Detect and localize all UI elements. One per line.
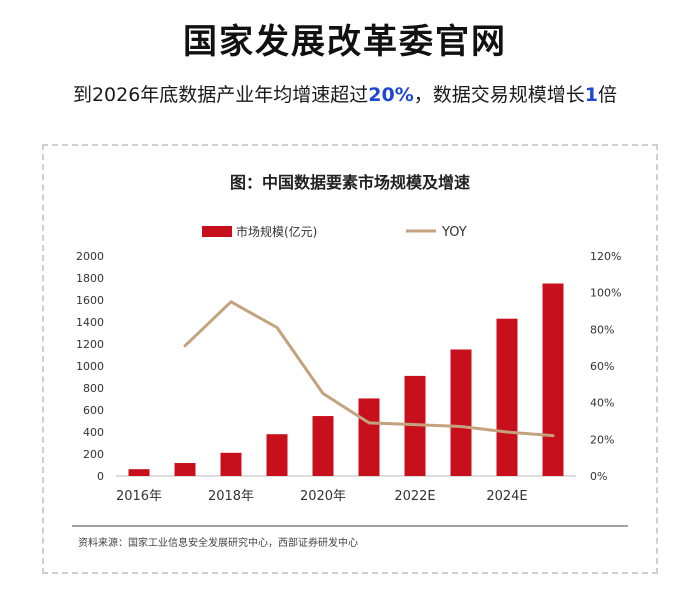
right-axis-tick-label: 40%: [590, 397, 614, 410]
bar-2024E: [496, 318, 518, 476]
bar-2021年: [358, 398, 380, 476]
subtitle-highlight-growth: 20%: [368, 84, 414, 106]
right-axis-tick-label: 100%: [590, 287, 621, 300]
chart-title: 图：中国数据要素市场规模及增速: [230, 173, 470, 192]
subtitle-highlight-multiple: 1: [584, 84, 599, 106]
x-axis-tick-label: 2016年: [116, 489, 162, 504]
left-axis-tick-label: 600: [83, 404, 104, 417]
right-axis-tick-label: 60%: [590, 360, 614, 373]
bar-2018年: [220, 452, 242, 476]
x-axis-tick-label: 2018年: [208, 489, 254, 504]
bar-2019年: [266, 434, 288, 476]
bar-2017年: [174, 463, 196, 476]
subtitle: 到2026年底数据产业年均增速超过20%，数据交易规模增长1倍: [0, 80, 690, 107]
x-axis-tick-label: 2020年: [300, 489, 346, 504]
legend-line-label: YOY: [441, 225, 467, 240]
left-axis-tick-label: 1200: [76, 338, 104, 351]
left-axis-tick-label: 1000: [76, 360, 104, 373]
left-axis-tick-label: 200: [83, 448, 104, 461]
source-note: 资料来源：国家工业信息安全发展研究中心，西部证券研发中心: [78, 536, 358, 549]
chart-frame: 图：中国数据要素市场规模及增速市场规模(亿元) YOY 0 200 400 600 800 1…: [42, 144, 658, 574]
legend-bar-swatch: [202, 226, 232, 237]
left-axis-tick-label: 400: [83, 426, 104, 439]
subtitle-text-3: 倍: [598, 84, 618, 106]
subtitle-text-2: ，数据交易规模增长: [413, 84, 585, 106]
bar-2020年: [312, 416, 334, 476]
bar-2016年: [128, 469, 150, 476]
page-title: 国家发展改革委官网: [183, 22, 507, 62]
right-axis-tick-label: 0%: [590, 470, 607, 483]
x-axis-tick-label: 2024E: [486, 489, 527, 504]
bar-2023E: [450, 349, 472, 476]
left-axis-tick-label: 1600: [76, 294, 104, 307]
right-axis-tick-label: 80%: [590, 323, 614, 336]
subtitle-text-1: 到2026年底数据产业年均增速超过: [72, 84, 369, 106]
bar-2025E: [542, 283, 564, 476]
left-axis-tick-label: 1800: [76, 272, 104, 285]
yoy-line: [183, 300, 555, 438]
left-axis-tick-label: 0: [97, 470, 104, 483]
right-axis-tick-label: 120%: [590, 250, 621, 263]
left-axis-tick-label: 1400: [76, 316, 104, 329]
right-axis-tick-label: 20%: [590, 433, 614, 446]
legend-bar-label: 市场规模(亿元): [236, 224, 317, 239]
left-axis-tick-label: 2000: [76, 250, 104, 263]
x-axis-tick-label: 2022E: [394, 489, 435, 504]
left-axis-tick-label: 800: [83, 382, 104, 395]
